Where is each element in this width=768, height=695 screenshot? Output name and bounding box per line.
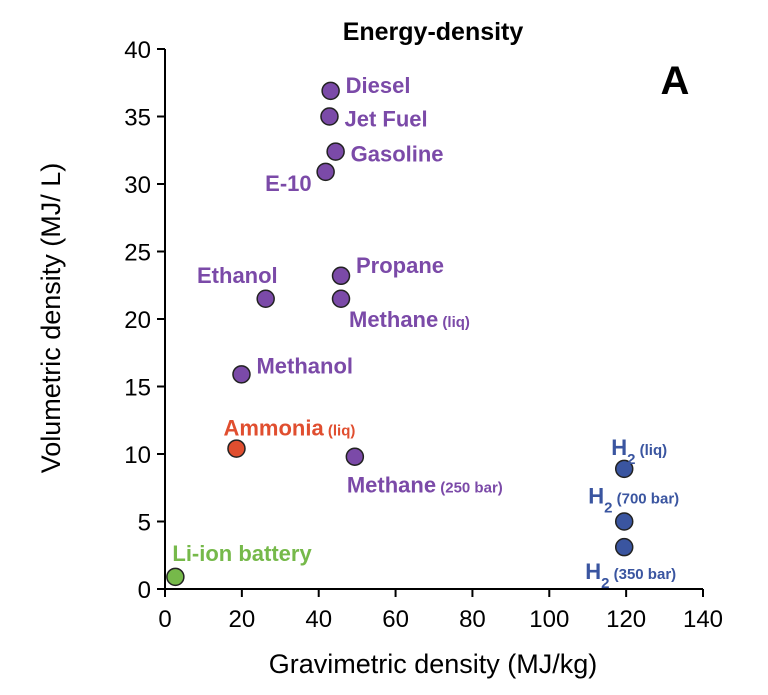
y-tick-label: 20	[124, 307, 151, 334]
label-diesel: Diesel	[346, 73, 411, 98]
label-main: H	[611, 435, 627, 460]
x-tick-label: 40	[305, 606, 332, 633]
point-methane-250-bar	[345, 447, 365, 466]
point-h2-700-bar	[614, 512, 634, 531]
label-qualifier: (250 bar)	[436, 480, 503, 497]
label-li-ion-battery: Li-ion battery	[172, 541, 312, 566]
label-jet-fuel: Jet Fuel	[344, 107, 427, 132]
point-diesel	[321, 81, 340, 101]
label-ethanol: Ethanol	[197, 263, 278, 288]
axes: 0 20 40 60 80 100 120 140 0 5 10 15 20 25 30 35 40	[124, 37, 723, 633]
label-subscript: 2	[604, 499, 612, 516]
label-main: Methane	[347, 473, 436, 498]
label-main: Li-ion battery	[172, 541, 312, 566]
point-h2-liq	[614, 459, 634, 479]
label-subscript: 2	[627, 450, 635, 467]
label-gasoline: Gasoline	[351, 142, 444, 167]
point-jet-fuel	[320, 107, 339, 126]
label-main: E-10	[265, 171, 311, 196]
label-main: H	[588, 484, 604, 509]
label-qualifier: (700 bar)	[612, 491, 679, 508]
label-qualifier: (350 bar)	[609, 566, 676, 583]
x-tick-label: 20	[229, 606, 256, 633]
y-axis-title: Volumetric density (MJ/ L)	[36, 163, 66, 474]
label-qualifier: (liq)	[438, 314, 470, 331]
label-e-10: E-10	[265, 171, 311, 196]
point-h2-350-bar	[614, 537, 634, 557]
chart-title: Energy-density	[343, 18, 524, 46]
point-methane-liq	[331, 289, 351, 308]
data-points: Diesel Jet Fuel Gasoline E-10 Propane Ethanol…	[166, 73, 679, 592]
label-main: Diesel	[346, 73, 411, 98]
label-main: Jet Fuel	[344, 107, 427, 132]
point-gasoline	[326, 142, 345, 161]
y-tick-label: 15	[124, 375, 151, 402]
label-propane: Propane	[356, 253, 444, 278]
label-main: Gasoline	[351, 142, 444, 167]
label-qualifier: (liq)	[635, 442, 667, 459]
label-main: H	[585, 559, 601, 584]
label-subscript: 2	[601, 575, 609, 592]
label-h2-liq: H2 (liq)	[611, 435, 667, 468]
label-main: Ethanol	[197, 263, 278, 288]
x-axis-title: Gravimetric density (MJ/kg)	[269, 649, 598, 679]
label-qualifier: (liq)	[324, 423, 356, 440]
y-tick-label: 5	[138, 510, 151, 537]
x-tick-label: 60	[382, 606, 409, 633]
x-tick-label: 140	[683, 606, 723, 633]
x-tick-label: 0	[158, 606, 171, 633]
label-ammonia-liq: Ammonia (liq)	[223, 416, 355, 441]
label-main: Methane	[349, 307, 438, 332]
x-tick-label: 80	[459, 606, 486, 633]
label-h2-700-bar: H2 (700 bar)	[588, 484, 679, 517]
x-tick-label: 100	[529, 606, 569, 633]
y-tick-label: 40	[124, 37, 151, 64]
label-main: Propane	[356, 253, 444, 278]
point-li-ion-battery	[166, 567, 185, 587]
x-tick-label: 120	[606, 606, 646, 633]
panel-label: A	[661, 59, 690, 103]
label-main: Methanol	[256, 353, 353, 378]
y-tick-label: 35	[124, 105, 151, 132]
y-tick-label: 0	[138, 577, 151, 604]
label-methanol: Methanol	[256, 353, 353, 378]
y-tick-label: 25	[124, 240, 151, 267]
point-ammonia-liq	[227, 439, 246, 458]
y-tick-label: 10	[124, 442, 151, 469]
point-ethanol	[256, 289, 275, 308]
label-methane-liq: Methane (liq)	[349, 307, 470, 332]
label-h2-350-bar: H2 (350 bar)	[585, 559, 676, 592]
point-propane	[331, 266, 351, 286]
point-e-10	[316, 162, 335, 182]
point-methanol	[232, 365, 251, 384]
label-main: Ammonia	[223, 416, 324, 441]
label-methane-250-bar: Methane (250 bar)	[347, 473, 503, 498]
y-tick-label: 30	[124, 172, 151, 199]
